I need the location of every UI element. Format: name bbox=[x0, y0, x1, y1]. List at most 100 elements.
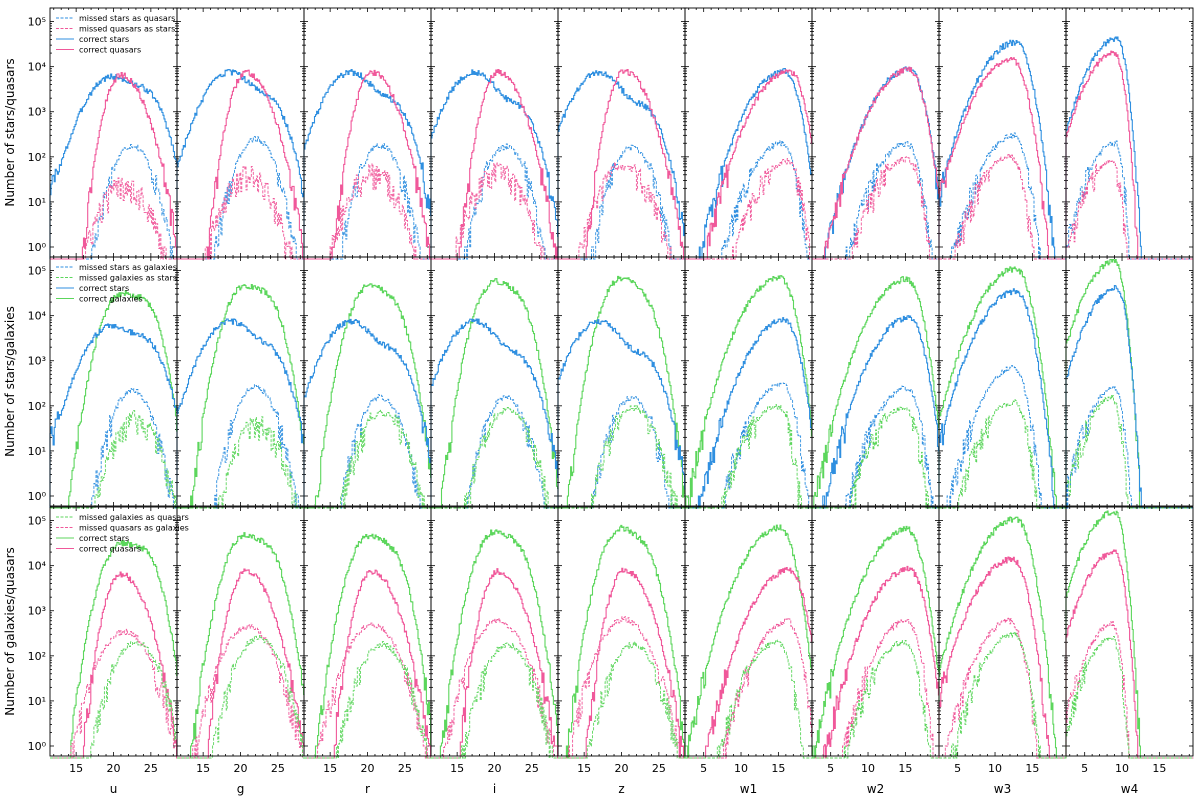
legend-label: missed quasars as galaxies bbox=[79, 524, 189, 533]
x-tick-label: 10 bbox=[988, 762, 1002, 775]
x-axis-label-z: z bbox=[618, 782, 624, 796]
x-tick-label: 25 bbox=[398, 762, 412, 775]
y-tick-label: 10⁵ bbox=[28, 265, 46, 278]
x-tick-label: 20 bbox=[107, 762, 121, 775]
x-tick-label: 25 bbox=[144, 762, 158, 775]
missed-galaxies-histogram bbox=[304, 409, 432, 509]
panel-frame bbox=[811, 506, 940, 757]
panel-frame bbox=[557, 506, 686, 757]
y-tick-label: 10³ bbox=[28, 605, 46, 618]
correct-stars-histogram bbox=[685, 68, 813, 260]
missed-galaxies-histogram bbox=[304, 641, 432, 759]
x-tick-label: 15 bbox=[771, 762, 785, 775]
y-tick-label: 10¹ bbox=[28, 445, 46, 458]
correct-galaxies-histogram bbox=[50, 290, 178, 509]
correct-galaxies-histogram bbox=[558, 524, 686, 759]
legend-label: missed quasars as stars bbox=[79, 25, 175, 34]
correct-stars-histogram bbox=[176, 69, 305, 259]
y-tick-label: 10⁴ bbox=[28, 310, 47, 323]
x-tick-label: 20 bbox=[488, 762, 502, 775]
panel-frame bbox=[684, 7, 813, 258]
panel-frame bbox=[938, 506, 1067, 757]
x-axis-label-g: g bbox=[237, 782, 245, 796]
panel-w2-row-2 bbox=[811, 256, 940, 509]
panel-w2-row-3 bbox=[811, 506, 940, 759]
missed-quasars-histogram bbox=[558, 616, 686, 759]
missed-quasars-histogram bbox=[1065, 621, 1194, 759]
panel-w3-row-3 bbox=[938, 506, 1067, 759]
x-tick-label: 5 bbox=[700, 762, 707, 775]
x-tick-label: 20 bbox=[234, 762, 248, 775]
correct-stars-histogram bbox=[430, 69, 559, 259]
panel-frame bbox=[811, 256, 940, 507]
correct-quasars-histogram bbox=[685, 566, 813, 759]
y-tick-label: 10³ bbox=[28, 106, 46, 119]
missed-quasars-histogram bbox=[304, 163, 432, 260]
correct-stars-histogram bbox=[1065, 36, 1194, 260]
panel-i-row-3 bbox=[430, 506, 559, 759]
panel-w4-row-2 bbox=[1065, 256, 1194, 509]
correct-quasars-histogram bbox=[177, 568, 305, 759]
x-axis-label-r: r bbox=[365, 782, 370, 796]
missed-stars-histogram bbox=[1065, 140, 1194, 260]
missed-stars-histogram bbox=[431, 143, 559, 260]
correct-quasars-histogram bbox=[304, 69, 432, 260]
panel-frame bbox=[684, 506, 813, 757]
missed-galaxies-histogram bbox=[50, 410, 178, 509]
missed-quasars-histogram bbox=[304, 622, 432, 759]
correct-stars-histogram bbox=[303, 69, 432, 259]
legend-label: correct stars bbox=[79, 534, 129, 543]
correct-stars-histogram bbox=[430, 318, 559, 508]
x-tick-label: 20 bbox=[361, 762, 375, 775]
correct-stars-histogram bbox=[557, 319, 686, 508]
panel-w4-row-3 bbox=[1065, 506, 1194, 759]
x-tick-label: 15 bbox=[577, 762, 591, 775]
missed-galaxies-histogram bbox=[431, 642, 559, 759]
panel-w4-row-1 bbox=[1065, 7, 1194, 260]
missed-quasars-histogram bbox=[812, 618, 940, 759]
missed-stars-histogram bbox=[50, 388, 178, 509]
missed-galaxies-histogram bbox=[685, 403, 813, 509]
panel-frame bbox=[430, 506, 559, 757]
y-tick-label: 10⁴ bbox=[28, 61, 47, 74]
correct-quasars-histogram bbox=[431, 69, 559, 260]
panel-frame bbox=[303, 506, 432, 757]
panel-frame bbox=[811, 7, 940, 258]
panel-z-row-2 bbox=[557, 256, 686, 509]
missed-stars-histogram bbox=[304, 143, 432, 260]
panel-z-row-3 bbox=[557, 506, 686, 759]
missed-quasars-histogram bbox=[939, 154, 1067, 260]
y-tick-label: 10⁴ bbox=[28, 560, 47, 573]
panel-frame bbox=[557, 256, 686, 507]
x-axis-label-w4: w4 bbox=[1121, 782, 1138, 796]
legend-label: missed galaxies as stars bbox=[79, 274, 177, 283]
panel-i-row-2 bbox=[430, 256, 559, 509]
correct-quasars-histogram bbox=[685, 69, 813, 260]
correct-quasars-histogram bbox=[938, 556, 1067, 759]
panel-w1-row-2 bbox=[684, 256, 813, 509]
correct-stars-histogram bbox=[176, 318, 305, 508]
panel-w3-row-2 bbox=[938, 256, 1067, 509]
x-tick-label: 15 bbox=[323, 762, 337, 775]
x-tick-label: 5 bbox=[954, 762, 961, 775]
missed-galaxies-histogram bbox=[1065, 635, 1194, 759]
missed-galaxies-histogram bbox=[431, 407, 559, 509]
missed-stars-histogram bbox=[1065, 386, 1194, 509]
missed-stars-histogram bbox=[558, 396, 686, 509]
y-tick-label: 10² bbox=[28, 650, 46, 663]
x-tick-label: 15 bbox=[450, 762, 464, 775]
correct-galaxies-histogram bbox=[684, 524, 813, 759]
correct-galaxies-histogram bbox=[431, 277, 559, 509]
missed-galaxies-histogram bbox=[558, 405, 686, 509]
correct-stars-histogram bbox=[938, 288, 1067, 509]
missed-stars-histogram bbox=[812, 141, 940, 260]
missed-quasars-histogram bbox=[685, 617, 813, 759]
x-axis-label-w2: w2 bbox=[867, 782, 884, 796]
correct-quasars-histogram bbox=[431, 568, 559, 759]
legend-label: missed stars as galaxies bbox=[79, 263, 177, 272]
legend-label: missed stars as quasars bbox=[79, 14, 175, 23]
correct-quasars-histogram bbox=[177, 69, 305, 260]
panel-r-row-3 bbox=[303, 506, 432, 759]
correct-galaxies-histogram bbox=[177, 532, 305, 759]
